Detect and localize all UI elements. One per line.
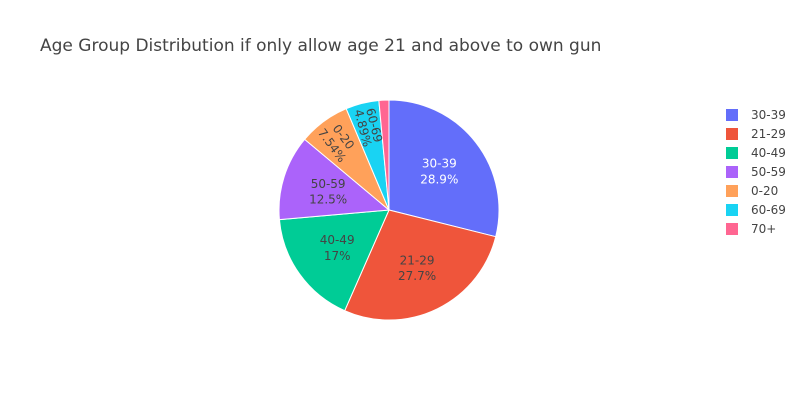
legend-label-70+[interactable]: 70+ xyxy=(751,222,776,236)
legend-label-40-49[interactable]: 40-49 xyxy=(751,146,786,160)
pie-labels: 30-39 28.9%21-29 27.7%40-49 17%50-59 12.5%0-… xyxy=(309,107,458,283)
pie-slice-21-29 xyxy=(344,209,497,321)
legend-swatch-30-39[interactable] xyxy=(726,109,738,121)
pie-slices xyxy=(278,99,500,321)
legend-label-21-29[interactable]: 21-29 xyxy=(751,127,786,141)
chart-title: Age Group Distribution if only allow age… xyxy=(40,36,601,56)
pie-slice-40-49 xyxy=(278,209,390,312)
legend-swatch-0-20[interactable] xyxy=(726,185,738,197)
pie-slice-30-39 xyxy=(388,99,500,238)
pie-slice-70+ xyxy=(378,99,390,211)
legend-label-60-69[interactable]: 60-69 xyxy=(751,203,786,217)
legend-swatch-70+[interactable] xyxy=(726,223,738,235)
legend: 30-39 21-29 40-49 50-59 0-20 60-69 70+ xyxy=(726,108,786,236)
legend-label-50-59[interactable]: 50-59 xyxy=(751,165,786,179)
legend-swatch-50-59[interactable] xyxy=(726,166,738,178)
pie-label-50-59: 50-59 12.5% xyxy=(309,177,347,207)
legend-swatch-21-29[interactable] xyxy=(726,128,738,140)
pie-label-30-39: 30-39 28.9% xyxy=(420,157,458,187)
legend-swatch-40-49[interactable] xyxy=(726,147,738,159)
legend-label-30-39[interactable]: 30-39 xyxy=(751,108,786,122)
legend-swatch-60-69[interactable] xyxy=(726,204,738,216)
pie-label-40-49: 40-49 17% xyxy=(320,233,355,263)
pie-label-21-29: 21-29 27.7% xyxy=(398,253,436,283)
legend-label-0-20[interactable]: 0-20 xyxy=(751,184,778,198)
pie-slice-50-59 xyxy=(278,138,391,221)
